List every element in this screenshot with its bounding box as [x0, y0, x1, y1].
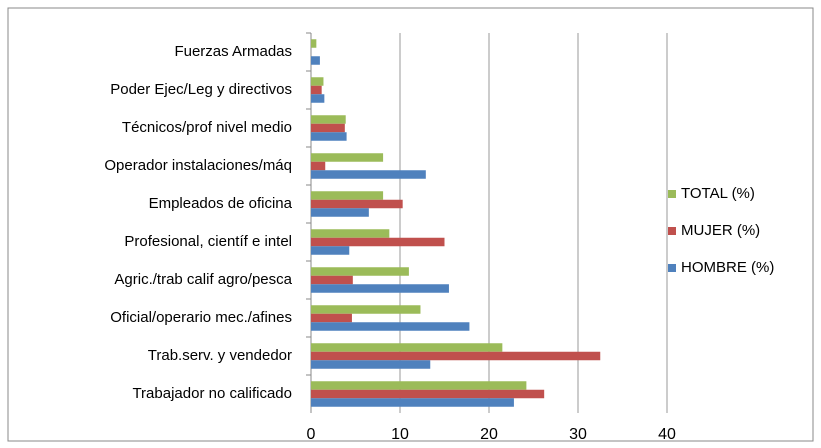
legend-label: MUJER (%) [681, 222, 760, 239]
x-tick-label: 20 [480, 426, 498, 443]
bar [311, 39, 317, 48]
y-tick-label: Operador instalaciones/máq [104, 157, 292, 174]
bar [311, 191, 384, 200]
bar [311, 389, 545, 399]
x-tick-label: 30 [569, 426, 587, 443]
y-tick-label: Trabajador no calificado [132, 385, 292, 402]
bar [311, 381, 527, 390]
y-tick-label: Técnicos/prof nivel medio [122, 119, 292, 136]
bar [311, 246, 350, 255]
bar [311, 229, 390, 238]
bar [311, 305, 421, 314]
bar [311, 132, 347, 141]
bar [311, 322, 470, 331]
y-tick-label: Trab.serv. y vendedor [148, 347, 292, 364]
bar [311, 343, 503, 352]
y-tick-label: Empleados de oficina [149, 195, 293, 212]
bar [311, 56, 320, 65]
bar [311, 77, 324, 86]
bar [311, 161, 326, 171]
bar [311, 313, 352, 323]
legend-swatch [668, 264, 676, 272]
x-tick-label: 40 [658, 426, 676, 443]
bar [311, 237, 445, 247]
y-tick-label: Profesional, científ e intel [124, 233, 292, 250]
bar [311, 170, 426, 179]
bar [311, 284, 449, 293]
legend-label: HOMBRE (%) [681, 259, 774, 276]
bar [311, 153, 384, 162]
bar [311, 115, 346, 124]
bar [311, 360, 431, 369]
y-tick-label: Oficial/operario mec./afines [110, 309, 292, 326]
y-tick-label: Agric./trab calif agro/pesca [114, 271, 292, 288]
bar [311, 85, 322, 95]
x-tick-label: 10 [391, 426, 409, 443]
y-tick-label: Fuerzas Armadas [174, 43, 292, 60]
bar [311, 351, 601, 361]
chart-frame [7, 7, 814, 442]
x-tick-label: 0 [307, 426, 316, 443]
bar [311, 208, 369, 217]
bar [311, 275, 353, 285]
legend-swatch [668, 190, 676, 198]
legend-label: TOTAL (%) [681, 185, 755, 202]
bar [311, 123, 345, 133]
bar [311, 398, 514, 407]
bar [311, 267, 409, 276]
bar [311, 94, 325, 103]
bar [311, 199, 403, 209]
legend-swatch [668, 227, 676, 235]
y-tick-label: Poder Ejec/Leg y directivos [110, 81, 292, 98]
